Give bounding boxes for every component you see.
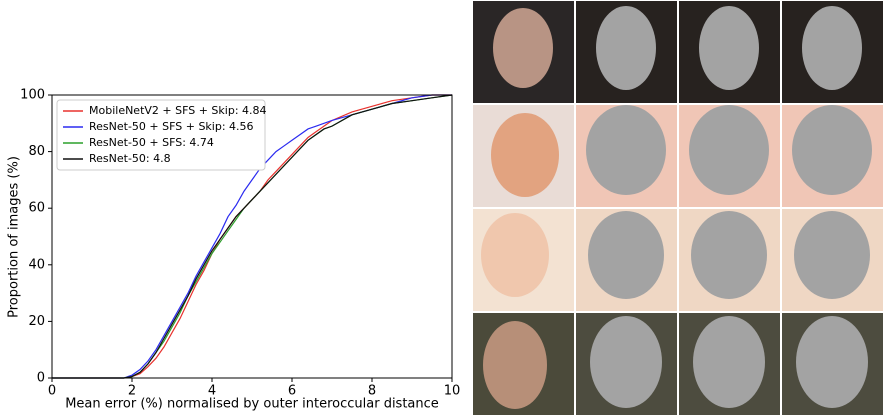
x-axis-label: Mean error (%) normalised by outer inter… bbox=[65, 397, 439, 412]
legend-label: ResNet-50: 4.8 bbox=[89, 152, 171, 165]
mesh bbox=[596, 6, 656, 90]
x-tick-label: 8 bbox=[368, 384, 376, 399]
y-tick-label: 80 bbox=[28, 144, 45, 159]
mesh bbox=[794, 211, 870, 299]
figure: Mean error (%) normalised by outer inter… bbox=[0, 0, 884, 416]
y-axis-label: Proportion of images (%) bbox=[7, 156, 22, 318]
face bbox=[481, 213, 549, 297]
face-grid bbox=[472, 0, 884, 416]
y-tick-label: 0 bbox=[37, 371, 45, 386]
legend-label: ResNet-50 + SFS + Skip: 4.56 bbox=[89, 120, 254, 133]
mesh bbox=[586, 105, 666, 195]
x-tick-label: 10 bbox=[444, 384, 461, 399]
x-tick-label: 0 bbox=[48, 384, 56, 399]
y-tick-label: 60 bbox=[28, 201, 45, 216]
face bbox=[483, 321, 547, 409]
legend-label: ResNet-50 + SFS: 4.74 bbox=[89, 136, 214, 149]
mesh bbox=[796, 316, 868, 408]
x-tick-label: 2 bbox=[128, 384, 136, 399]
y-tick-label: 40 bbox=[28, 257, 45, 272]
mesh bbox=[588, 211, 664, 299]
face bbox=[491, 113, 559, 197]
mesh bbox=[691, 211, 767, 299]
mesh bbox=[792, 105, 872, 195]
mesh bbox=[590, 316, 662, 408]
mesh bbox=[689, 105, 769, 195]
y-tick-label: 100 bbox=[20, 88, 45, 103]
x-tick-label: 6 bbox=[288, 384, 296, 399]
mesh bbox=[699, 6, 759, 90]
mesh bbox=[693, 316, 765, 408]
face bbox=[493, 8, 553, 88]
legend-label: MobileNetV2 + SFS + Skip: 4.84 bbox=[89, 104, 267, 117]
x-tick-label: 4 bbox=[208, 384, 216, 399]
mesh bbox=[802, 6, 862, 90]
y-tick-label: 20 bbox=[28, 314, 45, 329]
